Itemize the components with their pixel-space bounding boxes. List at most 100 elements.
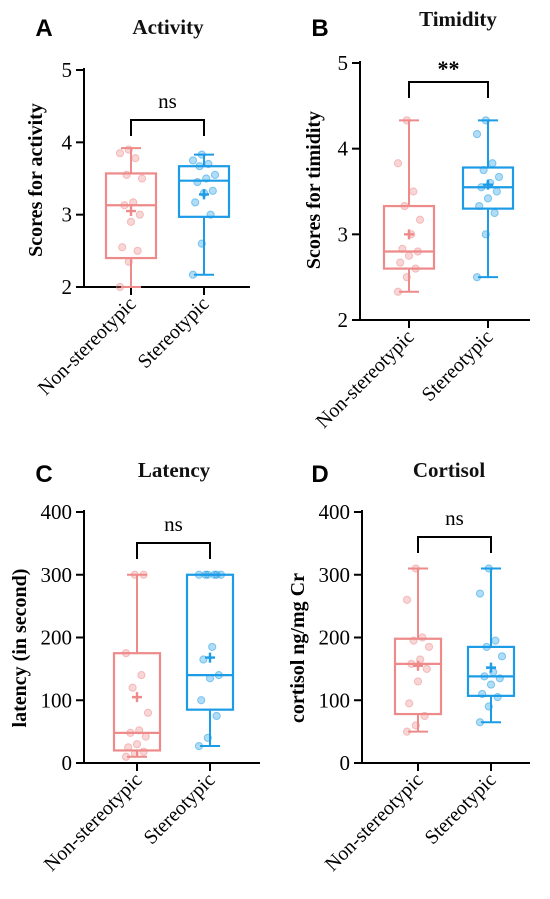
data-point (188, 270, 198, 279)
mean-marker (486, 662, 496, 673)
x-tick-label: Stereotypic (421, 769, 501, 849)
data-point (481, 230, 490, 239)
panel-letter: A (35, 15, 52, 42)
data-point (214, 671, 223, 680)
data-point (130, 749, 139, 758)
iqr-box (466, 645, 516, 697)
data-point (120, 201, 129, 210)
data-point (135, 210, 144, 219)
data-point (483, 194, 493, 203)
significance-label: ns (164, 512, 183, 536)
data-point (478, 689, 487, 699)
y-tick-label: 5 (338, 51, 349, 75)
mean-marker (404, 229, 414, 240)
mean-marker (132, 692, 142, 703)
data-point (203, 570, 212, 579)
data-point (139, 747, 148, 756)
data-point (480, 672, 489, 681)
data-point (411, 721, 420, 730)
data-point (424, 642, 434, 652)
box-stereotypic (177, 150, 231, 279)
chart-panel-c: C Latency latency (in second) 0 100 200 300 400… (9, 458, 260, 876)
data-point (208, 186, 217, 195)
y-axis-label: Scores for activity (25, 103, 47, 257)
data-point (212, 711, 221, 721)
data-point (205, 674, 215, 683)
data-point (143, 708, 153, 717)
data-point (475, 201, 484, 211)
panel-letter: C (35, 461, 52, 488)
data-point (420, 711, 429, 721)
data-point (210, 170, 220, 179)
box-non-stereotypic (382, 116, 436, 296)
x-tick-label: Non-stereotypic (40, 769, 147, 876)
data-point (135, 726, 144, 735)
iqr-box (393, 637, 443, 716)
y-tick-label: 2 (338, 308, 349, 332)
chart-panel-b: B Timidity Scores for timidity 2 3 4 5 Non-ster… (303, 7, 530, 433)
data-point (188, 156, 198, 165)
box-non-stereotypic (393, 564, 443, 736)
data-point (216, 570, 226, 579)
data-point (409, 636, 418, 645)
data-point (484, 564, 493, 573)
data-point (490, 208, 499, 218)
data-point (396, 258, 405, 267)
data-point (415, 215, 425, 224)
data-point (405, 699, 414, 708)
mean-marker (413, 660, 423, 671)
data-point (398, 244, 407, 253)
panel-title: Activity (132, 15, 204, 39)
data-point (475, 718, 485, 727)
significance-bracket (130, 119, 205, 136)
data-point (131, 154, 140, 163)
data-point (132, 740, 142, 749)
data-point (206, 210, 215, 219)
data-point (133, 246, 142, 255)
data-point (193, 178, 202, 187)
data-point (124, 145, 133, 154)
x-tick-label: Stereotypic (134, 293, 214, 373)
data-point (212, 570, 221, 579)
data-point (400, 201, 409, 211)
data-point (197, 150, 206, 159)
x-tick-label: Stereotypic (140, 769, 220, 849)
data-point (482, 642, 491, 652)
y-tick-label: 3 (62, 203, 73, 227)
significance-label: ** (438, 56, 460, 81)
box-non-stereotypic (112, 570, 162, 761)
y-tick-label: 0 (62, 751, 73, 775)
data-point (402, 273, 411, 282)
data-point (126, 728, 135, 737)
data-point (492, 187, 501, 196)
x-tick-label: Non-stereotypic (34, 293, 141, 400)
data-point (418, 633, 427, 642)
data-point (128, 683, 137, 692)
data-point (486, 680, 496, 689)
mean-marker (205, 652, 215, 663)
data-point (488, 159, 497, 168)
data-point (137, 671, 146, 680)
panel-title: Latency (138, 458, 211, 482)
data-point (194, 741, 204, 751)
data-point (115, 149, 125, 158)
iqr-box (185, 573, 235, 711)
data-point (481, 116, 490, 125)
data-point (402, 727, 412, 736)
data-point (141, 732, 150, 741)
data-point (202, 174, 211, 183)
data-point (115, 282, 125, 292)
y-tick-label: 4 (62, 130, 73, 154)
data-point (203, 733, 212, 743)
data-point (126, 217, 136, 226)
data-point (122, 170, 131, 179)
iqr-box (382, 204, 436, 270)
data-point (494, 172, 504, 182)
data-point (139, 570, 148, 579)
box-stereotypic (461, 116, 515, 282)
panel-letter: D (311, 461, 328, 488)
chart-panel-d: D Cortisol cortisol ng/mg Cr 0 100 200 300 400 N… (287, 458, 530, 876)
data-point (393, 159, 403, 168)
data-point (194, 570, 204, 579)
